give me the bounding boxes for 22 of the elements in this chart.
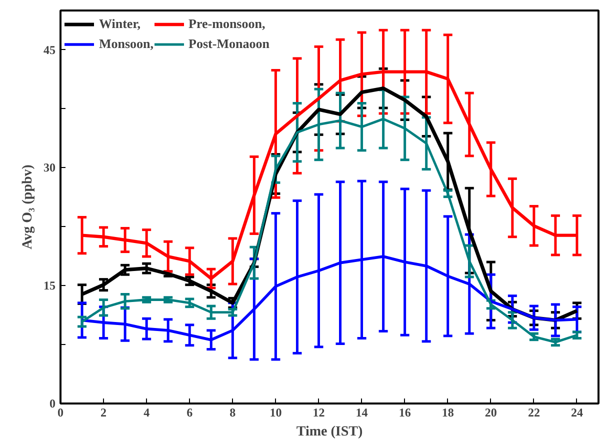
- x-tick-label: 8: [230, 406, 236, 420]
- x-tick-label: 24: [570, 406, 583, 420]
- x-tick-label: 4: [144, 406, 150, 420]
- x-tick-label: 2: [100, 406, 107, 420]
- y-tick-label: 0: [50, 396, 56, 410]
- x-tick-label: 14: [356, 406, 368, 420]
- y-tick-label: 30: [44, 160, 56, 175]
- x-tick-label: 22: [528, 406, 540, 420]
- x-tick-label: 6: [186, 406, 193, 420]
- x-tick-label: 20: [484, 406, 497, 420]
- x-tick-label: 10: [270, 406, 282, 420]
- x-tick-label: 18: [442, 406, 454, 420]
- legend-label: Winter,: [99, 16, 141, 32]
- y-axis-title: Avg O₃ (ppbv): [20, 164, 36, 250]
- x-tick-label: 12: [312, 406, 325, 420]
- legend-label: Pre-monsoon,: [188, 16, 266, 32]
- y-tick-label: 45: [44, 42, 56, 57]
- x-tick-label: 16: [398, 406, 411, 420]
- y-tick-label: 15: [44, 278, 56, 293]
- x-axis-title: Time (IST): [296, 424, 363, 440]
- legend-label: Monsoon,: [99, 36, 154, 52]
- legend-label: Post-Monaoon: [188, 36, 270, 52]
